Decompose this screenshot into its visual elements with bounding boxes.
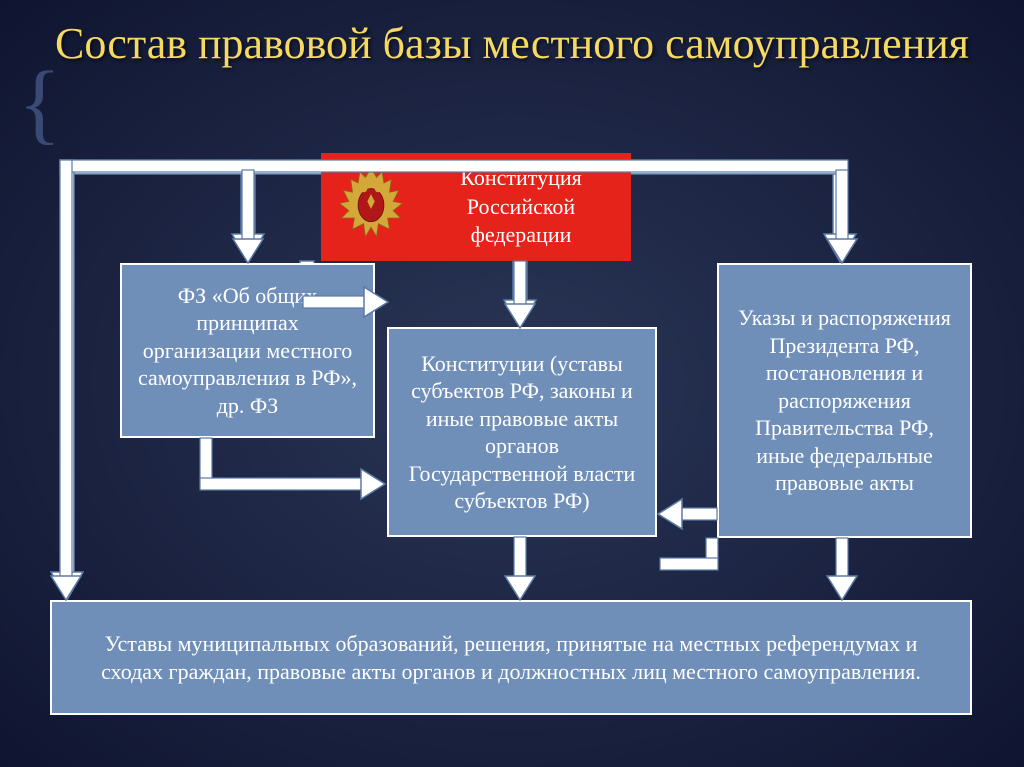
- box-federal-law: ФЗ «Об общих принципах организации местн…: [120, 263, 375, 438]
- box-municipal: Уставы муниципальных образований, решени…: [50, 600, 972, 715]
- box-president: Указы и распоряжения Президента РФ, пост…: [717, 263, 972, 538]
- constitution-label: Конституция Российской федерации: [421, 164, 631, 250]
- slide-title: Состав правовой базы местного самоуправл…: [0, 18, 1024, 71]
- box-subjects: Конституции (уставы субъектов РФ, законы…: [387, 327, 657, 537]
- emblem-icon: [321, 157, 421, 257]
- constitution-box: Конституция Российской федерации: [321, 153, 631, 261]
